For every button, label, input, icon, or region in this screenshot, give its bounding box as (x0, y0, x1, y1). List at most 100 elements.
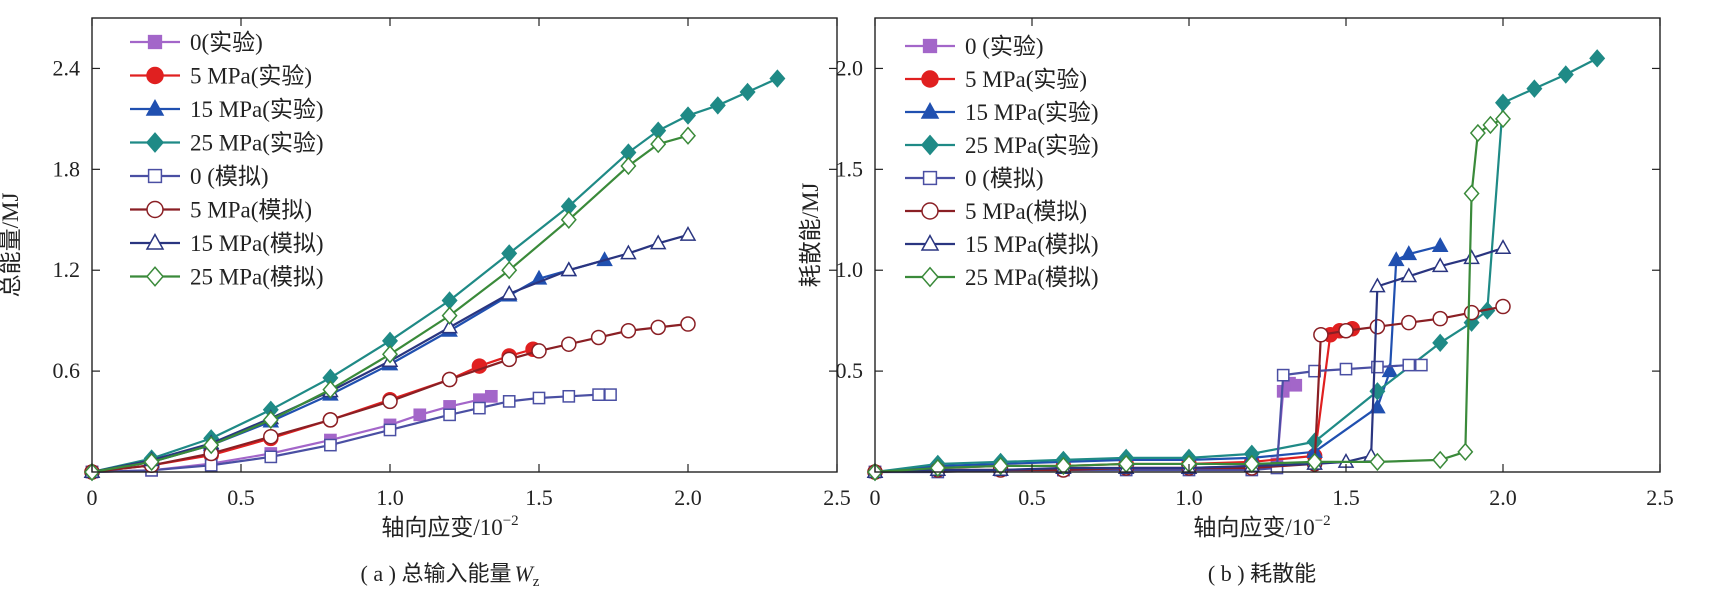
legend-label: 0 (实验) (965, 34, 1044, 59)
data-point (1339, 362, 1353, 376)
legend-marker (145, 233, 165, 250)
data-point (560, 261, 578, 277)
series-line-2 (874, 244, 1441, 474)
data-point (1400, 245, 1418, 261)
data-point (1432, 310, 1448, 327)
data-point (1457, 442, 1474, 462)
data-point (1369, 318, 1386, 335)
data-point (441, 291, 458, 310)
legend-marker (920, 102, 940, 119)
data-point (143, 452, 160, 472)
x-tick-label: 0.5 (1018, 485, 1046, 510)
data-point (679, 226, 697, 241)
x-tick-label: 0 (870, 485, 881, 510)
panel-a-plot-area (83, 69, 786, 482)
data-point (1495, 298, 1511, 315)
data-point (1495, 109, 1511, 129)
y-tick-label: 1.8 (53, 156, 81, 181)
legend-label: 0 (模拟) (190, 164, 269, 189)
data-point (382, 393, 398, 410)
data-point (592, 388, 605, 402)
data-point (1338, 323, 1354, 339)
data-point (1557, 65, 1574, 84)
data-point (441, 318, 458, 334)
data-point (1306, 452, 1323, 472)
data-point (709, 96, 726, 115)
data-point (590, 329, 607, 346)
data-point (1402, 358, 1416, 372)
panel-b-x-axis-exponent: −2 (1315, 513, 1331, 529)
data-point (383, 423, 397, 437)
legend-marker (147, 34, 163, 50)
data-point (1432, 450, 1449, 470)
data-point (620, 323, 637, 339)
x-tick-label: 2.0 (674, 485, 702, 510)
x-tick-label: 1.5 (525, 485, 553, 510)
legend-marker (146, 200, 164, 219)
legend-label: 15 MPa(实验) (965, 100, 1099, 125)
legend-label: 0 (模拟) (965, 166, 1044, 191)
data-point (1589, 49, 1606, 68)
panel-a-x-axis-title: 轴向应变/10−2 (381, 513, 518, 540)
data-point (501, 351, 517, 368)
legend-marker (921, 70, 939, 88)
data-point (1495, 93, 1511, 112)
panel-b-ticks: 0 0.5 1.0 1.5 2.0 2.5 0.5 1.0 1.5 2.0 (836, 18, 1674, 510)
legend-marker (146, 132, 164, 153)
legend-label: 15 MPa(模拟) (965, 232, 1099, 257)
x-tick-label: 1.0 (1175, 485, 1203, 510)
data-point (680, 316, 696, 332)
legend-marker (147, 168, 163, 184)
data-point (1401, 314, 1417, 331)
legend-marker (145, 99, 165, 116)
panel-a-caption: ( a ) 总输入能量 Wz (361, 561, 540, 590)
data-point (620, 156, 637, 176)
x-tick-label: 1.5 (1332, 485, 1360, 510)
panel-a-legend: 0(实验) 5 MPa(实验) 15 MPa(实验) 25 MPa(实验) 0 (模拟)… (130, 30, 324, 290)
data-point (532, 391, 546, 405)
series-line-6 (91, 233, 689, 474)
legend-marker (921, 202, 939, 220)
panel-b-caption: ( b ) 耗散能 (1208, 561, 1316, 586)
panel-a-x-axis-exponent: −2 (503, 513, 519, 529)
data-point (382, 345, 398, 364)
legend-label: 0(实验) (190, 30, 263, 55)
legend-label: 15 MPa(实验) (190, 97, 324, 122)
y-tick-label: 0.6 (53, 358, 81, 383)
data-point (1381, 362, 1399, 378)
legend-marker (922, 170, 938, 186)
data-point (992, 456, 1009, 476)
data-point (680, 126, 696, 145)
legend-label: 25 MPa(模拟) (965, 265, 1099, 290)
x-tick-label: 0 (87, 485, 98, 510)
data-point (769, 69, 786, 88)
data-point (1276, 368, 1290, 382)
data-point (322, 412, 339, 428)
data-point (739, 82, 756, 102)
data-point (204, 458, 218, 472)
legend-marker (920, 234, 940, 251)
data-point (322, 380, 339, 399)
data-point (531, 343, 547, 359)
data-point (441, 371, 458, 388)
legend-label: 5 MPa(模拟) (965, 199, 1087, 224)
y-tick-label: 1.2 (53, 257, 81, 282)
panel-a-x-axis-label: 轴向应变/10 (381, 515, 502, 540)
data-point (1415, 358, 1428, 372)
x-tick-label: 2.0 (1489, 485, 1517, 510)
data-point (502, 395, 516, 408)
panel-b: 0 0.5 1.0 1.5 2.0 2.5 0.5 1.0 1.5 2.0 0 (实验) 5 MPa… (798, 17, 1674, 586)
data-point (604, 388, 617, 402)
legend-label: 5 MPa(实验) (190, 64, 312, 89)
data-point (680, 106, 696, 125)
x-tick-label: 0.5 (227, 485, 255, 510)
data-point (650, 134, 667, 154)
x-tick-label: 2.5 (1646, 485, 1674, 510)
y-tick-label: 2.0 (836, 55, 864, 80)
data-point (561, 336, 577, 352)
panel-a: 0 0.5 1.0 1.5 2.0 2.5 0.6 1.2 1.8 2.4 0(实验) 5 MPa(… (0, 17, 851, 590)
legend-label: 25 MPa(实验) (190, 131, 324, 156)
data-point (1494, 239, 1512, 255)
